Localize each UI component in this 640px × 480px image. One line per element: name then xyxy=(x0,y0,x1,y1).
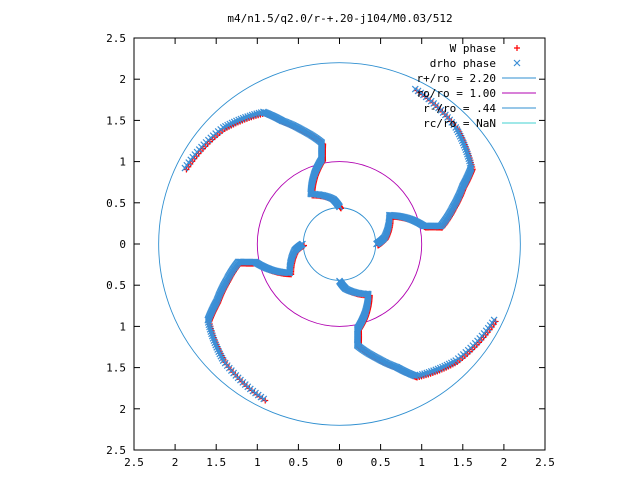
drho-phase-point xyxy=(241,113,249,121)
y-tick-label: 1 xyxy=(119,320,126,333)
drho-phase-point xyxy=(427,368,435,375)
drho-phase-point xyxy=(208,330,215,338)
x-tick-label: 1 xyxy=(418,456,425,469)
y-tick-label: 2 xyxy=(119,73,126,86)
drho-phase-point xyxy=(181,164,189,172)
drho-phase-point xyxy=(462,146,470,154)
drho-phase-point xyxy=(251,110,258,118)
r-plus-circle xyxy=(158,62,521,426)
legend-label-r-minus: r-/ro = .44 xyxy=(423,102,496,115)
x-tick-label: 0.5 xyxy=(371,456,391,469)
r-minus-circle xyxy=(302,207,377,281)
y-tick-label: 1 xyxy=(119,156,126,169)
x-axis: 2.5 2 1.5 1 0.5 0 0.5 1 1.5 2 2.5 xyxy=(124,38,555,469)
drho-phase-point xyxy=(423,369,431,377)
w-phase-series xyxy=(183,87,499,404)
legend-label-w-phase: W phase xyxy=(450,42,496,55)
drho-phase-point xyxy=(206,325,214,333)
drho-phase-point xyxy=(461,144,469,151)
legend-label-drho-phase: drho phase xyxy=(430,57,496,70)
y-tick-label: 2 xyxy=(119,403,126,416)
drho-phase-point xyxy=(207,328,215,335)
y-tick-label: 2.5 xyxy=(106,32,126,45)
drho-phase-point xyxy=(463,148,471,156)
x-tick-label: 1 xyxy=(254,456,261,469)
drho-phase-point xyxy=(411,85,419,93)
drho-phase-point xyxy=(246,112,254,120)
drho-phase-point xyxy=(464,150,471,158)
legend: W phase drho phase r+/ro = 2.20 ro/ro = … xyxy=(417,42,536,130)
x-tick-label: 2 xyxy=(501,456,508,469)
drho-phase-point xyxy=(210,337,218,344)
drho-phase-point xyxy=(464,153,472,160)
drho-phase-point xyxy=(425,368,433,376)
ro-circle xyxy=(256,161,423,327)
y-tick-label: 1.5 xyxy=(106,362,126,375)
drho-phase-series xyxy=(181,85,498,403)
x-tick-label: 1.5 xyxy=(453,456,473,469)
drho-phase-point xyxy=(208,332,216,340)
legend-marker-w-phase xyxy=(514,45,520,51)
y-tick-label: 0.5 xyxy=(106,197,126,210)
legend-label-r-plus: r+/ro = 2.20 xyxy=(417,72,496,85)
drho-phase-point xyxy=(244,113,252,120)
drho-phase-point xyxy=(465,155,473,163)
y-tick-label: 2.5 xyxy=(106,444,126,457)
y-tick-label: 0.5 xyxy=(106,279,126,292)
chart-title: m4/n1.5/q2.0/r-+.20-j104/M0.03/512 xyxy=(227,12,452,25)
drho-phase-point xyxy=(430,367,438,375)
drho-phase-point xyxy=(239,114,247,122)
legend-label-ro: ro/ro = 1.00 xyxy=(417,87,496,100)
drho-phase-point xyxy=(490,316,498,324)
y-tick-label: 0 xyxy=(119,238,126,251)
x-tick-label: 1.5 xyxy=(206,456,226,469)
x-tick-label: 0 xyxy=(336,456,343,469)
legend-marker-drho-phase xyxy=(513,59,521,67)
drho-phase-point xyxy=(432,366,440,374)
x-tick-label: 2.5 xyxy=(124,456,144,469)
x-tick-label: 2.5 xyxy=(535,456,555,469)
drho-phase-point xyxy=(260,395,268,403)
drho-phase-point xyxy=(421,370,428,378)
drho-phase-point xyxy=(248,111,256,119)
legend-label-rc: rc/ro = NaN xyxy=(423,117,496,130)
x-tick-label: 2 xyxy=(172,456,179,469)
y-tick-label: 1.5 xyxy=(106,114,126,127)
x-tick-label: 0.5 xyxy=(288,456,308,469)
y-axis: 2.5 2 1.5 1 0.5 0 0.5 1 1.5 2 2.5 xyxy=(106,32,545,457)
drho-phase-point xyxy=(209,334,217,342)
